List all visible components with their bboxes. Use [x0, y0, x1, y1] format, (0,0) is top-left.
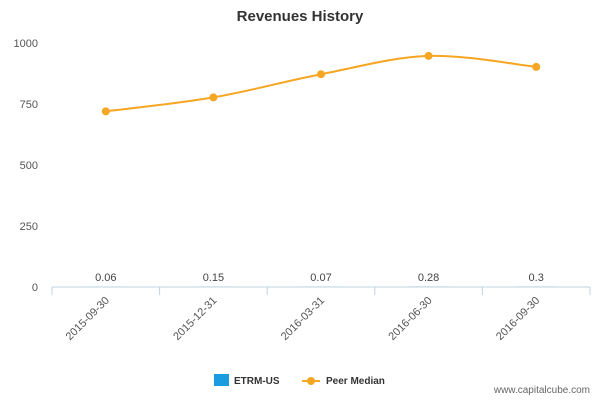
legend: ETRM-US Peer Median [214, 374, 385, 387]
peer-median-point-0 [101, 107, 110, 116]
peer-median-point-3 [424, 51, 433, 60]
peer-median-point-2 [317, 70, 325, 79]
peer-median-line [105, 54, 537, 113]
y-tick-label-0: 0 [32, 282, 38, 294]
bar-data-label-0: 0.06 [95, 272, 116, 284]
bar-data-label-3: 0.28 [418, 272, 439, 284]
x-tick-label-3: 2016-06-30 [386, 295, 434, 343]
legend-label-peer-median: Peer Median [326, 376, 385, 387]
x-tick-label-2: 2016-03-31 [279, 295, 327, 343]
legend-swatch-etrm [214, 374, 229, 386]
bar-data-label-2: 0.07 [310, 272, 331, 284]
watermark: www.capitalcube.com [493, 385, 590, 396]
y-tick-label-2: 500 [20, 160, 38, 172]
x-tick-label-1: 2015-12-31 [171, 295, 219, 343]
peer-median-points [101, 51, 541, 116]
y-tick-label-3: 750 [20, 99, 38, 111]
x-tick-label-4: 2016-09-30 [494, 295, 542, 343]
peer-median-point-1 [209, 93, 218, 102]
y-tick-label-1: 250 [20, 221, 38, 233]
chart-title: Revenues History [237, 8, 364, 25]
bar-data-label-4: 0.3 [529, 272, 544, 284]
bar-data-labels: 0.06 0.15 0.07 0.28 0.3 [95, 272, 544, 284]
peer-median-point-4 [532, 62, 541, 71]
bar-data-label-1: 0.15 [203, 272, 224, 284]
y-axis: 0 250 500 750 1000 [14, 38, 38, 294]
x-tick-label-0: 2015-09-30 [64, 295, 112, 343]
legend-item-etrm[interactable]: ETRM-US [214, 374, 280, 387]
y-tick-label-4: 1000 [14, 38, 38, 50]
legend-label-etrm: ETRM-US [234, 376, 280, 387]
legend-marker-peer-median [307, 377, 315, 385]
x-axis: 2015-09-30 2015-12-31 2016-03-31 2016-06-30… [51, 287, 591, 343]
legend-item-peer-median[interactable]: Peer Median [302, 376, 385, 387]
